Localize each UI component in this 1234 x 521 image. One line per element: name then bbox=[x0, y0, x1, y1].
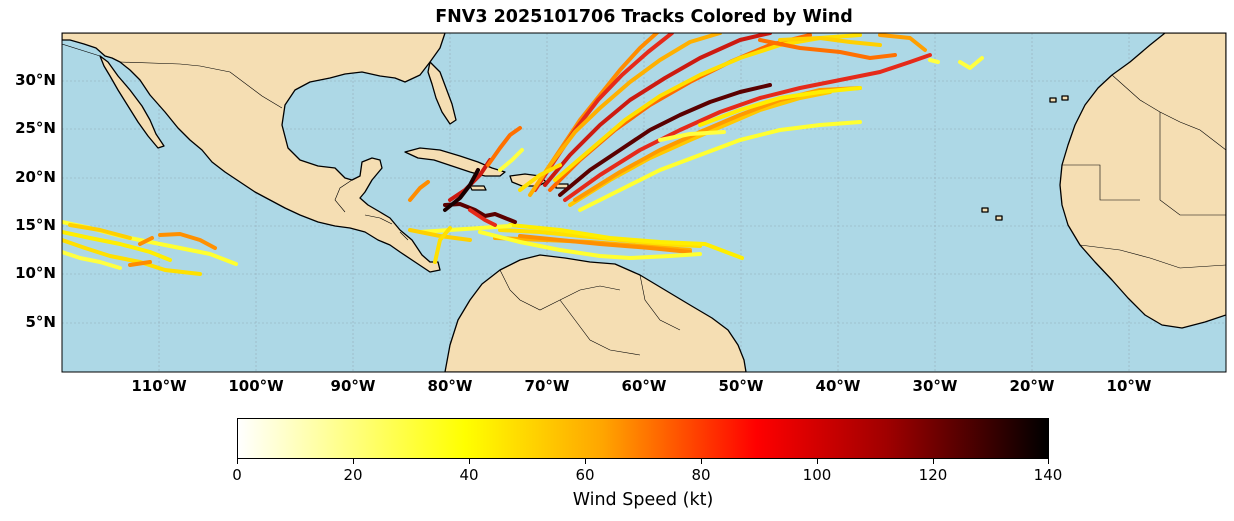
storm-track bbox=[408, 228, 472, 242]
map-title: FNV3 2025101706 Tracks Colored by Wind bbox=[435, 7, 853, 27]
lon-label: 110°W bbox=[131, 377, 187, 395]
storm-track bbox=[958, 56, 984, 70]
colorbar-tick bbox=[933, 459, 934, 464]
lon-label: 30°W bbox=[912, 377, 958, 395]
lon-label: 40°W bbox=[815, 377, 861, 395]
south-america bbox=[444, 254, 747, 372]
jamaica bbox=[469, 185, 487, 191]
storm-track bbox=[758, 38, 897, 60]
colorbar-tick-label: 0 bbox=[232, 466, 242, 484]
storm-track bbox=[518, 234, 692, 254]
map-plot bbox=[61, 32, 1227, 373]
lat-label: 20°N bbox=[15, 168, 56, 186]
storm-track bbox=[578, 120, 862, 212]
lon-label: 20°W bbox=[1009, 377, 1055, 395]
storm-track bbox=[878, 33, 927, 52]
colorbar-tick bbox=[701, 459, 702, 464]
storm-track bbox=[528, 33, 722, 197]
lon-label: 100°W bbox=[228, 377, 284, 395]
storm-track bbox=[543, 33, 772, 187]
storm-track bbox=[558, 83, 772, 197]
lat-label: 15°N bbox=[15, 216, 56, 234]
africa bbox=[1059, 33, 1226, 329]
storm-track bbox=[928, 58, 940, 64]
colorbar-tick-label: 120 bbox=[918, 466, 948, 484]
storm-track bbox=[498, 148, 524, 172]
colorbar-tick-label: 100 bbox=[802, 466, 832, 484]
colorbar-tick bbox=[237, 459, 238, 464]
storm-track bbox=[468, 208, 497, 227]
north-america bbox=[62, 33, 446, 273]
colorbar-tick bbox=[469, 459, 470, 464]
colorbar bbox=[237, 418, 1049, 459]
storm-track bbox=[408, 180, 430, 202]
storm-track bbox=[443, 168, 480, 212]
storm-track bbox=[508, 223, 744, 260]
map-frame bbox=[61, 32, 1227, 373]
colorbar-tick-label: 80 bbox=[691, 466, 711, 484]
colorbar-tick bbox=[353, 459, 354, 464]
storm-track bbox=[778, 36, 882, 47]
storm-tracks bbox=[62, 33, 984, 276]
lon-label: 80°W bbox=[427, 377, 473, 395]
lat-label: 25°N bbox=[15, 119, 56, 137]
lat-label: 10°N bbox=[15, 264, 56, 282]
storm-track bbox=[478, 230, 702, 260]
storm-track bbox=[62, 238, 202, 276]
lon-label: 60°W bbox=[621, 377, 667, 395]
lat-label: 5°N bbox=[25, 313, 57, 331]
storm-track bbox=[563, 53, 932, 202]
colorbar-tick-label: 40 bbox=[459, 466, 479, 484]
storm-track bbox=[138, 236, 154, 246]
colorbar-tick-label: 60 bbox=[575, 466, 595, 484]
cuba bbox=[404, 147, 506, 177]
lon-label: 50°W bbox=[718, 377, 764, 395]
storm-track bbox=[158, 232, 217, 250]
storm-track bbox=[486, 126, 522, 167]
colorbar-tick bbox=[817, 459, 818, 464]
lon-label: 90°W bbox=[330, 377, 376, 395]
baja-california bbox=[99, 55, 165, 149]
country-borders bbox=[62, 43, 1226, 356]
storm-track bbox=[62, 230, 172, 262]
colorbar-tick bbox=[1048, 459, 1049, 464]
florida bbox=[427, 61, 457, 125]
storm-track bbox=[68, 223, 132, 240]
storm-track bbox=[518, 163, 562, 192]
landmasses bbox=[62, 33, 1226, 372]
storm-track bbox=[658, 130, 726, 142]
storm-track bbox=[698, 86, 862, 127]
lon-label: 70°W bbox=[524, 377, 570, 395]
colorbar-title: Wind Speed (kt) bbox=[572, 490, 714, 510]
lon-label: 10°W bbox=[1106, 377, 1152, 395]
colorbar-tick-label: 20 bbox=[343, 466, 363, 484]
storm-track bbox=[443, 202, 517, 224]
colorbar-tick bbox=[585, 459, 586, 464]
colorbar-tick-label: 140 bbox=[1033, 466, 1063, 484]
storm-track bbox=[433, 226, 452, 264]
storm-track bbox=[128, 260, 152, 267]
lat-label: 30°N bbox=[15, 71, 56, 89]
storm-track bbox=[62, 250, 122, 270]
